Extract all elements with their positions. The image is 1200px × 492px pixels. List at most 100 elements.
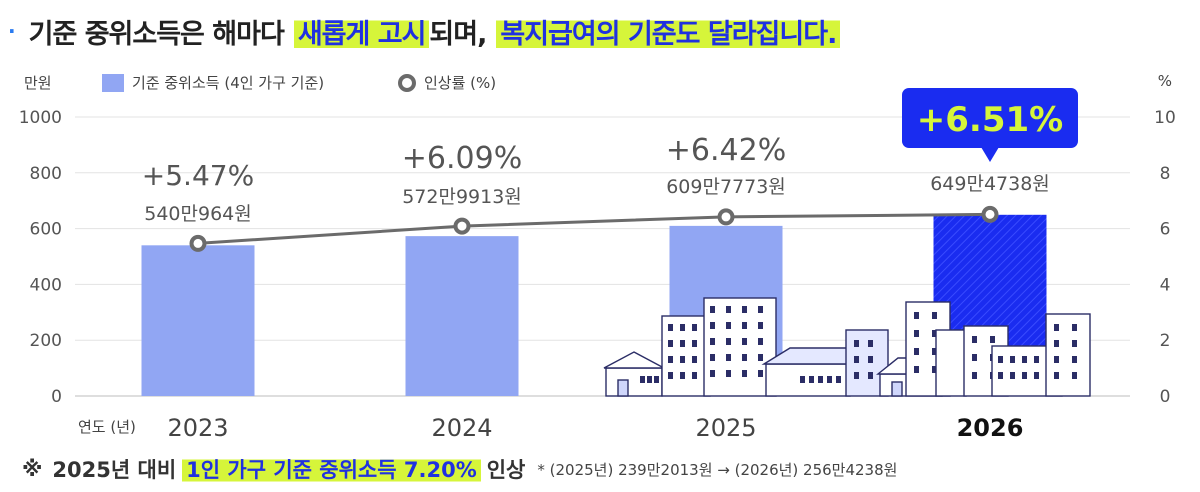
window [972,354,977,361]
window [726,338,731,345]
building [605,367,663,397]
roof [603,351,665,369]
footer-note: ※ 2025년 대비 1인 가구 기준 중위소득 7.20% 인상 * (202… [22,452,897,486]
left-axis-unit: 만원 [24,74,52,92]
window [668,356,673,363]
x-tick-label: 2024 [431,414,492,442]
rate-point-2026 [981,205,999,223]
rate-line [189,205,999,252]
window [726,370,731,377]
y-right-tick-label: 4 [1160,275,1171,295]
window [726,322,731,329]
footer-text-1: 2025년 대비 [52,458,177,482]
window [692,356,697,363]
title-text-1: 기준 중위소득은 해마다 [28,18,285,50]
window [758,370,763,377]
window [710,322,715,329]
y-right-tick-label: 6 [1160,220,1171,240]
legend-bar-label: 기준 중위소득 (4인 가구 기준) [132,74,325,92]
window [914,366,919,373]
legend-line-item: 인상률 (%) [398,72,496,93]
window [1034,372,1039,379]
footer-text-2: 인상 [486,458,526,482]
window [868,356,873,363]
rate-label: +5.47% [142,159,254,192]
window [868,372,873,379]
y-left-tick-label: 200 [30,331,62,351]
window [692,372,697,379]
rate-label: +6.09% [402,141,522,176]
window [758,338,763,345]
window [710,338,715,345]
window [914,312,919,319]
window [1054,340,1059,347]
bar-2023 [141,245,255,396]
window [1022,372,1027,379]
window [758,322,763,329]
x-tick-label: 2025 [695,414,756,442]
window [1010,356,1015,363]
window [692,340,697,347]
title-text-2: 되며, [429,18,487,50]
right-axis-unit: % [1157,72,1172,90]
window [800,376,805,383]
window [726,306,731,313]
window [1034,356,1039,363]
x-tick-label: 2023 [167,414,228,442]
building [703,297,777,397]
window [972,336,977,343]
y-left-tick-label: 1000 [19,108,62,128]
bar-2024 [405,236,519,396]
axes: 0 200 400 600 800 1000 0 2 4 6 8 10 연도 (년) 2023 2024 20… [19,108,1176,442]
rate-label-highlight: +6.51% [917,100,1063,140]
window [914,348,919,355]
window [1010,372,1015,379]
y-left-tick-label: 0 [51,387,62,407]
value-label: 540만964원 [144,203,252,225]
y-left-tick-label: 600 [30,220,62,240]
window [647,376,652,383]
legend-bar-item: 기준 중위소득 (4인 가구 기준) [102,72,324,93]
bullet-dot-icon: · [8,19,16,43]
window [932,348,937,355]
window [710,306,715,313]
window [710,354,715,361]
window [998,356,1003,363]
window [742,354,747,361]
window [827,376,832,383]
window [668,324,673,331]
rate-point-2023 [189,234,207,252]
window [680,324,685,331]
x-tick-label: 2026 [957,414,1024,442]
window [742,306,747,313]
window [654,376,659,383]
callout-box [902,88,1078,148]
window [758,306,763,313]
window [854,356,859,363]
window [854,372,859,379]
window [710,370,715,377]
window [668,372,673,379]
window [680,372,685,379]
window [818,376,823,383]
window [1072,356,1077,363]
window [692,324,697,331]
value-label: 572만9913원 [402,186,522,208]
window [1054,372,1059,379]
title-highlight-1: 새롭게 고시 [293,11,430,51]
building [891,381,903,397]
window [742,338,747,345]
window [1072,340,1077,347]
window [1022,356,1027,363]
window [914,330,919,337]
window [809,376,814,383]
window [680,340,685,347]
window [1072,372,1077,379]
rate-point-2025 [717,208,735,226]
building [617,379,629,397]
value-label-highlight: 649만4738원 [930,173,1050,195]
rate-polyline [197,212,991,245]
data-labels: +5.47% 540만964원 +6.09% 572만9913원 +6.42% 609만7… [142,88,1078,225]
rate-point-2024 [453,217,471,235]
window [1072,324,1077,331]
